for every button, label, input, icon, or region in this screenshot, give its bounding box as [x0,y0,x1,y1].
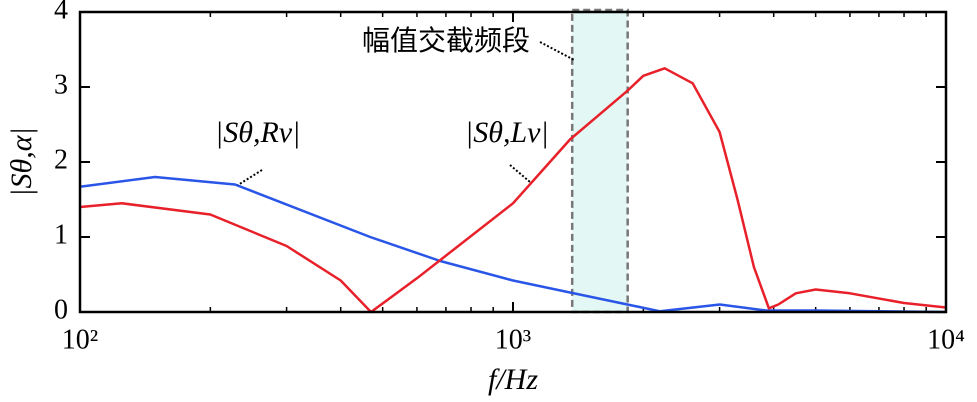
line [79,67,947,314]
band [570,8,629,314]
leader [509,164,531,183]
plot-frame [78,10,948,314]
y-tick-label: 4 [54,0,68,25]
y-tick-label: 1 [54,219,68,250]
y-tick-label: 0 [54,294,68,325]
series-label: |Sθ,Lv| [465,116,549,149]
y-tick-label: 3 [54,69,68,100]
leader [539,41,575,61]
series-label: |Sθ,Rv| [215,116,300,149]
y-tick-label: 2 [54,144,68,175]
x-axis-label: f/Hz [488,363,538,396]
line [79,175,947,314]
leader [237,169,263,186]
band-label: 幅值交截频段 [362,24,530,57]
x-tick-label: 10² [62,324,98,355]
y-axis-label: |Sθ,α| [5,127,38,196]
x-tick-label: 10³ [495,324,531,355]
x-tick-label: 10⁴ [927,324,965,355]
